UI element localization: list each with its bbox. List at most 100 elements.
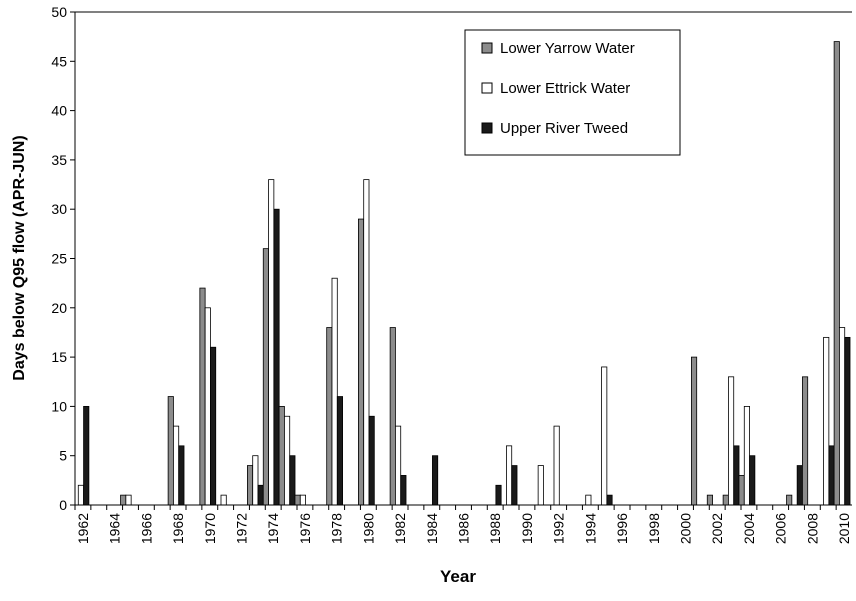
x-tick-label: 1970 bbox=[202, 513, 218, 544]
y-tick-label: 30 bbox=[51, 201, 67, 217]
bar bbox=[389, 327, 396, 506]
x-tick-label: 1976 bbox=[297, 513, 313, 544]
bar bbox=[220, 494, 227, 506]
y-tick-label: 20 bbox=[51, 300, 67, 316]
x-tick-label: 1982 bbox=[392, 513, 408, 544]
bar bbox=[247, 465, 254, 506]
bar bbox=[738, 475, 745, 506]
bar bbox=[336, 396, 343, 506]
bar bbox=[749, 455, 756, 506]
bar bbox=[363, 179, 370, 506]
bar bbox=[252, 455, 259, 506]
bar bbox=[786, 494, 793, 506]
bar bbox=[728, 376, 735, 506]
bar bbox=[495, 484, 502, 506]
bar bbox=[358, 218, 365, 506]
x-tick-label: 1996 bbox=[614, 513, 630, 544]
x-tick-label: 2002 bbox=[709, 513, 725, 544]
bar bbox=[743, 405, 750, 506]
legend bbox=[464, 29, 681, 156]
bar bbox=[326, 327, 333, 506]
x-axis-label: Year bbox=[440, 567, 476, 586]
bar bbox=[432, 455, 439, 506]
bar bbox=[839, 327, 846, 506]
bar bbox=[722, 494, 729, 506]
x-tick-label: 1964 bbox=[107, 513, 123, 544]
bar bbox=[262, 248, 269, 506]
y-tick-label: 15 bbox=[51, 349, 67, 365]
bar bbox=[553, 425, 560, 506]
bar bbox=[289, 455, 296, 506]
bar bbox=[120, 494, 127, 506]
x-tick-label: 1968 bbox=[170, 513, 186, 544]
legend-label: Lower Yarrow Water bbox=[500, 40, 635, 57]
y-tick-label: 25 bbox=[51, 251, 67, 267]
legend-swatch bbox=[481, 42, 493, 54]
bar bbox=[585, 494, 592, 506]
bar bbox=[395, 425, 402, 506]
bar bbox=[278, 405, 285, 506]
y-tick-label: 0 bbox=[59, 497, 67, 513]
x-tick-label: 1992 bbox=[551, 513, 567, 544]
bar bbox=[368, 415, 375, 506]
y-tick-label: 10 bbox=[51, 398, 67, 414]
bar bbox=[833, 41, 840, 506]
x-tick-label: 2000 bbox=[678, 513, 694, 544]
bar bbox=[173, 425, 180, 506]
legend-label: Lower Ettrick Water bbox=[500, 80, 630, 97]
y-tick-label: 5 bbox=[59, 448, 67, 464]
bar bbox=[178, 445, 185, 506]
bar bbox=[268, 179, 275, 506]
legend-label: Upper River Tweed bbox=[500, 120, 628, 137]
bar bbox=[606, 494, 613, 506]
bar bbox=[77, 484, 84, 506]
bar bbox=[299, 494, 306, 506]
bar bbox=[511, 465, 518, 506]
x-tick-label: 2010 bbox=[836, 513, 852, 544]
y-axis-label: Days below Q95 flow (APR-JUN) bbox=[11, 135, 28, 380]
x-tick-label: 2004 bbox=[741, 513, 757, 544]
bar bbox=[294, 494, 301, 506]
legend-swatch bbox=[481, 122, 493, 134]
x-tick-label: 1998 bbox=[646, 513, 662, 544]
y-tick-label: 35 bbox=[51, 152, 67, 168]
y-tick-label: 40 bbox=[51, 103, 67, 119]
bar bbox=[823, 336, 830, 506]
bar bbox=[199, 287, 206, 506]
bar bbox=[400, 475, 407, 506]
bar bbox=[844, 336, 851, 506]
bar bbox=[691, 356, 698, 506]
bar bbox=[537, 465, 544, 506]
bar bbox=[125, 494, 132, 506]
x-tick-label: 1966 bbox=[138, 513, 154, 544]
bar bbox=[284, 415, 291, 506]
bar bbox=[204, 307, 211, 506]
x-tick-label: 1988 bbox=[487, 513, 503, 544]
bar bbox=[506, 445, 513, 506]
legend-swatch bbox=[481, 82, 493, 94]
x-tick-label: 1978 bbox=[329, 513, 345, 544]
bar bbox=[733, 445, 740, 506]
x-tick-label: 1980 bbox=[360, 513, 376, 544]
bar bbox=[83, 405, 90, 506]
y-tick-label: 45 bbox=[51, 53, 67, 69]
x-tick-label: 1994 bbox=[582, 513, 598, 544]
x-tick-label: 1990 bbox=[519, 513, 535, 544]
x-tick-label: 1972 bbox=[234, 513, 250, 544]
bar bbox=[331, 277, 338, 506]
bar bbox=[706, 494, 713, 506]
x-tick-label: 1962 bbox=[75, 513, 91, 544]
x-tick-label: 1974 bbox=[265, 513, 281, 544]
x-tick-label: 1984 bbox=[424, 513, 440, 544]
bar bbox=[257, 484, 264, 506]
bar bbox=[601, 366, 608, 506]
x-tick-label: 1986 bbox=[456, 513, 472, 544]
bar bbox=[210, 346, 217, 506]
bar bbox=[802, 376, 809, 506]
y-tick-label: 50 bbox=[51, 4, 67, 20]
x-tick-label: 2008 bbox=[804, 513, 820, 544]
x-tick-label: 2006 bbox=[773, 513, 789, 544]
bar bbox=[796, 465, 803, 506]
bar bbox=[273, 208, 280, 506]
